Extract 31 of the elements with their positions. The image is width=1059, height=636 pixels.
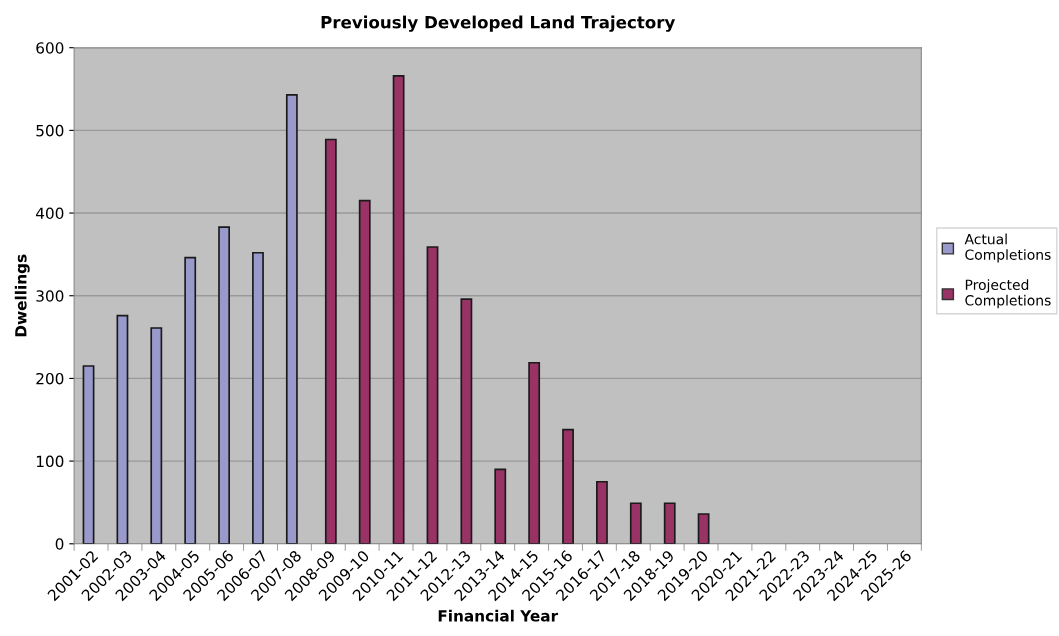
- bar: [494, 468, 507, 544]
- bar: [663, 502, 676, 544]
- bar: [252, 251, 264, 544]
- bar: [82, 365, 95, 544]
- bar: [218, 226, 231, 544]
- y-tick-label: 0: [55, 538, 64, 550]
- legend-label: Actual Completions: [964, 233, 1051, 263]
- bar: [460, 298, 473, 544]
- bar: [116, 314, 129, 544]
- bar: [562, 428, 574, 544]
- bar: [358, 199, 371, 544]
- y-tick-label: 300: [36, 290, 64, 302]
- bar: [596, 480, 608, 544]
- y-tick-label: 500: [36, 124, 64, 137]
- bar: [528, 361, 541, 544]
- y-tick-label: 600: [36, 42, 64, 54]
- chart-title: Previously Developed Land Trajectory: [321, 15, 676, 32]
- bar: [426, 246, 439, 544]
- bar: [697, 513, 710, 544]
- bar: [629, 502, 642, 544]
- y-tick-label: 400: [35, 207, 64, 220]
- bar: [324, 138, 337, 544]
- legend-label: Projected Completions: [965, 279, 1051, 309]
- bar: [184, 256, 197, 544]
- x-axis-title: Financial Year: [438, 609, 559, 622]
- bar: [150, 327, 163, 544]
- y-tick-label: 100: [36, 455, 64, 468]
- bar: [392, 74, 405, 544]
- bar: [285, 93, 298, 544]
- y-tick-label: 200: [36, 372, 64, 385]
- y-axis-title: Dwellings: [14, 254, 30, 337]
